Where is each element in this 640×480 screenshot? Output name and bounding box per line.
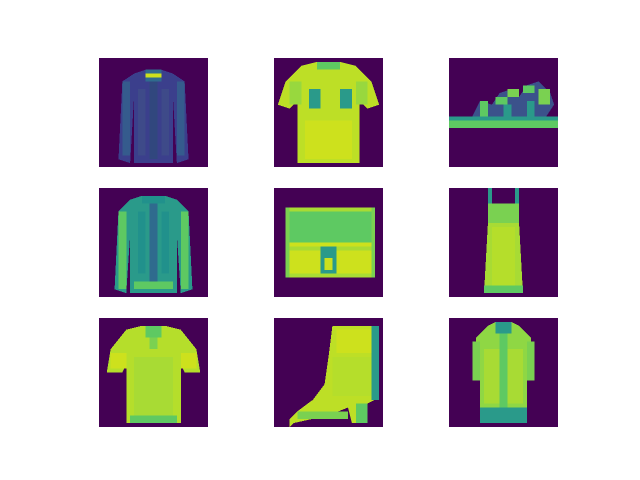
shirt-image <box>99 58 208 167</box>
coat-image <box>449 318 558 427</box>
bag-image <box>274 188 383 297</box>
sandal-image <box>449 58 558 167</box>
tile-dress <box>449 188 558 297</box>
tile-tshirt <box>274 58 383 167</box>
tile-polo <box>99 318 208 427</box>
dress-image <box>449 188 558 297</box>
polo-image <box>99 318 208 427</box>
tile-ankle-boot <box>274 318 383 427</box>
pullover-image <box>99 188 208 297</box>
tile-sandal <box>449 58 558 167</box>
ankle-boot-image <box>274 318 383 427</box>
tile-shirt <box>99 58 208 167</box>
tshirt-image <box>274 58 383 167</box>
tile-bag <box>274 188 383 297</box>
tile-pullover <box>99 188 208 297</box>
tile-coat <box>449 318 558 427</box>
